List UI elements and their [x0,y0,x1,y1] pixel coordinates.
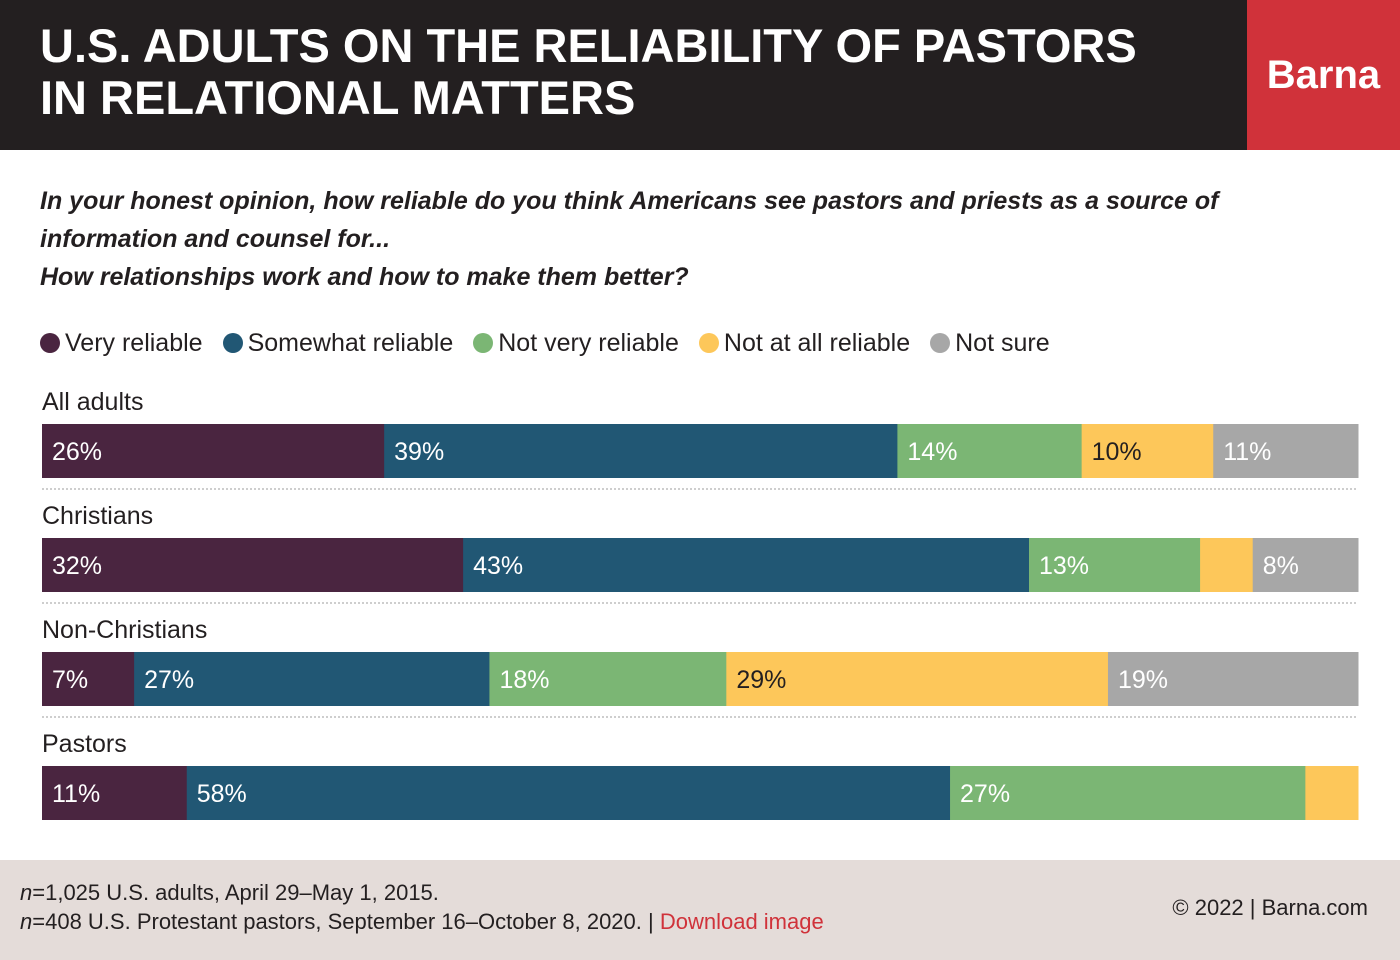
sample-n-symbol: n [20,909,33,934]
question-line-2: information and counsel for... [40,225,391,253]
legend-label: Not sure [955,328,1050,357]
data-label: 27% [144,666,194,694]
legend-swatch [40,333,60,353]
data-label: 13% [1039,552,1089,580]
bar-segment [1081,424,1214,478]
download-image-link[interactable]: Download image [659,909,824,934]
sample-n-symbol: n [20,880,33,905]
legend-swatch [222,333,243,353]
data-label: 11% [1223,438,1271,466]
bar-segment [42,424,385,478]
sample-note-line-1-text: =1,025 U.S. adults, April 29–May 1, 2015… [32,880,439,905]
bar-segment [384,424,898,478]
data-label: 27% [960,780,1010,808]
category-label: All adults [42,388,143,416]
bar-segment [42,766,188,820]
sample-note-line-2-text: =408 U.S. Protestant pastors, September … [32,909,660,934]
category-label: Pastors [42,730,127,758]
data-label: 19% [1118,666,1168,694]
data-label: 26% [52,438,102,466]
data-label: 11% [52,780,100,808]
legend-item-not-at-all-reliable: Not at all reliable [698,328,911,358]
data-label: 18% [499,666,549,694]
bar-segment [134,652,490,706]
bar-segment [1213,424,1359,478]
bar-segment [1029,538,1201,592]
chart-title-line-1: U.S. ADULTS ON THE RELIABILITY OF PASTOR… [40,19,1137,72]
bar-segment [489,652,727,706]
bar-segment [1107,652,1359,706]
sample-note-line-2: n=408 U.S. Protestant pastors, September… [20,907,824,936]
bar-segment [950,766,1306,820]
data-label: 14% [907,438,957,466]
bar-segment [42,652,135,706]
data-label: 39% [394,438,444,466]
category-label: Christians [42,502,153,530]
legend-label: Not very reliable [498,328,679,357]
chart-title: U.S. ADULTS ON THE RELIABILITY OF PASTOR… [40,20,1220,124]
sample-note-line-1: n=1,025 U.S. adults, April 29–May 1, 201… [20,878,824,907]
legend-swatch [930,333,951,353]
legend-label: Very reliable [65,328,203,357]
data-label: 10% [1092,438,1142,466]
bar-segment [1200,538,1254,592]
data-label: 8% [1263,552,1299,580]
legend-label: Somewhat reliable [247,328,454,357]
legend-item-not-very-reliable: Not very reliable [473,329,679,358]
footer-bar [0,860,1400,960]
chart-title-line-2: IN RELATIONAL MATTERS [40,71,636,124]
copyright: © 2022 | Barna.com [1172,895,1368,920]
survey-question: In your honest opinion, how reliable do … [40,182,1360,296]
bar-segment [1305,766,1359,820]
data-label: 7% [52,666,88,694]
legend-item-very-reliable: Very reliable [40,329,203,358]
legend-swatch [473,333,494,353]
bar-segment [726,652,1109,706]
category-label: Non-Christians [42,616,207,644]
question-line-1: In your honest opinion, how reliable do … [40,187,1219,215]
legend-swatch [698,333,719,353]
legend-item-not-sure: Not sure [930,328,1050,358]
bar-segment [186,766,951,820]
bar-segment [463,538,1030,592]
data-label: 43% [473,552,523,580]
bar-segment [897,424,1083,478]
data-label: 58% [197,780,247,808]
question-line-3: How relationships work and how to make t… [40,263,689,291]
barna-logo: Barna [1247,0,1400,150]
stacked-bar-chart: All adults 26% 39% 14% 10% 11% Christians 32% 43… [42,388,1359,820]
data-label: 32% [52,552,102,580]
header-bar: U.S. ADULTS ON THE RELIABILITY OF PASTOR… [0,0,1400,150]
sample-note: n=1,025 U.S. adults, April 29–May 1, 201… [20,878,824,936]
bar-segment [42,538,464,592]
chart-legend: Very reliable Somewhat reliable Not very r… [40,326,1070,360]
data-label: 29% [736,666,786,694]
legend-item-somewhat-reliable: Somewhat reliable [222,328,454,358]
bar-segment [1252,538,1359,592]
legend-label: Not at all reliable [723,328,911,357]
